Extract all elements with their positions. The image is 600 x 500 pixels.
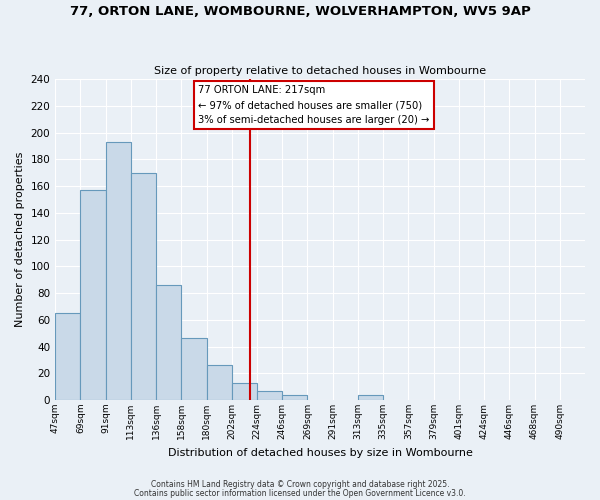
Text: Contains HM Land Registry data © Crown copyright and database right 2025.: Contains HM Land Registry data © Crown c… — [151, 480, 449, 489]
Bar — [55, 313, 80, 400]
Bar — [257, 390, 282, 400]
Bar — [358, 394, 383, 400]
Text: Contains public sector information licensed under the Open Government Licence v3: Contains public sector information licen… — [134, 490, 466, 498]
Bar — [131, 172, 156, 400]
Text: 77, ORTON LANE, WOMBOURNE, WOLVERHAMPTON, WV5 9AP: 77, ORTON LANE, WOMBOURNE, WOLVERHAMPTON… — [70, 5, 530, 18]
Bar — [80, 190, 106, 400]
Bar — [156, 285, 181, 400]
Bar — [106, 142, 131, 400]
Bar — [282, 394, 307, 400]
Bar — [181, 338, 206, 400]
Text: 77 ORTON LANE: 217sqm
← 97% of detached houses are smaller (750)
3% of semi-deta: 77 ORTON LANE: 217sqm ← 97% of detached … — [198, 86, 430, 125]
X-axis label: Distribution of detached houses by size in Wombourne: Distribution of detached houses by size … — [167, 448, 473, 458]
Y-axis label: Number of detached properties: Number of detached properties — [15, 152, 25, 327]
Bar — [206, 365, 232, 400]
Bar — [232, 382, 257, 400]
Title: Size of property relative to detached houses in Wombourne: Size of property relative to detached ho… — [154, 66, 486, 76]
